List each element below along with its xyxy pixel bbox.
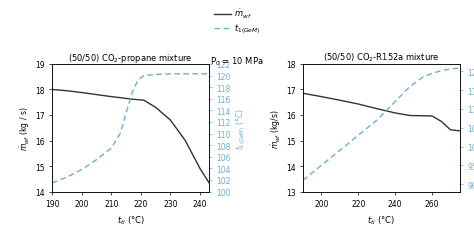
X-axis label: $t_{ti}$ (°C): $t_{ti}$ (°C): [367, 214, 395, 226]
Legend: $\dot{m}_{wf}$, $t_{1(GeM)}$: $\dot{m}_{wf}$, $t_{1(GeM)}$: [210, 4, 264, 39]
Title: (50/50) CO$_2$-propane mixture: (50/50) CO$_2$-propane mixture: [68, 52, 193, 64]
Y-axis label: $\dot{m}_{wf}$ (kg / s): $\dot{m}_{wf}$ (kg / s): [18, 106, 32, 150]
Text: P$_0$ = 10 MPa: P$_0$ = 10 MPa: [210, 55, 264, 68]
Title: (50/50) CO$_2$-R152a mixture: (50/50) CO$_2$-R152a mixture: [323, 52, 440, 64]
Y-axis label: $t_{1(GeM)}$ (°C): $t_{1(GeM)}$ (°C): [234, 107, 247, 149]
Y-axis label: $\dot{m}_{wf}$ (kg/s): $\dot{m}_{wf}$ (kg/s): [269, 109, 283, 148]
X-axis label: $t_{ti}$ (°C): $t_{ti}$ (°C): [117, 214, 145, 226]
